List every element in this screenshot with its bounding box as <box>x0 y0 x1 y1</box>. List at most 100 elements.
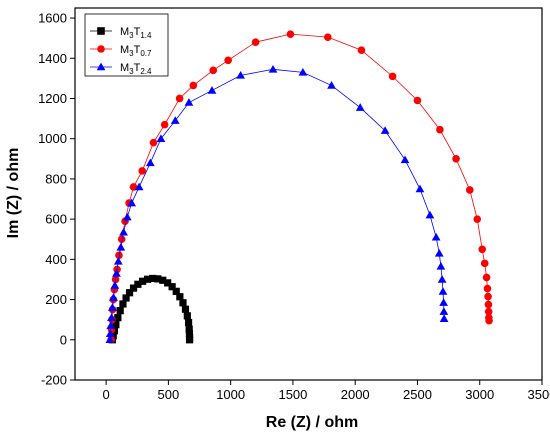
x-tick-label: 3000 <box>465 387 494 402</box>
data-point <box>164 279 172 287</box>
data-point <box>485 316 493 325</box>
data-point <box>224 56 232 65</box>
x-tick-label: 1500 <box>278 387 307 402</box>
data-point <box>106 321 116 329</box>
data-point <box>183 312 191 320</box>
data-point <box>251 38 260 46</box>
series-line <box>109 68 445 340</box>
data-point <box>388 72 397 81</box>
data-point <box>484 307 493 316</box>
data-point <box>116 307 124 315</box>
legend-label: M3T0.7 <box>120 44 152 58</box>
data-point <box>113 256 123 265</box>
x-tick-label: 2500 <box>403 387 432 402</box>
data-point <box>116 242 126 251</box>
series-triangle <box>105 64 449 344</box>
y-tick-label: 600 <box>45 212 67 227</box>
data-point <box>110 281 120 289</box>
data-point <box>478 245 487 254</box>
y-tick-label: 1200 <box>38 91 67 106</box>
legend-marker <box>97 45 105 53</box>
data-point <box>413 96 422 105</box>
data-point <box>149 274 157 283</box>
data-point <box>105 335 115 344</box>
data-point <box>425 210 435 219</box>
y-tick-label: 1400 <box>38 51 67 66</box>
data-point <box>112 269 121 277</box>
data-point <box>380 126 390 134</box>
plot-frame <box>74 7 543 381</box>
data-point <box>156 134 166 142</box>
data-point <box>431 232 441 241</box>
data-point <box>129 183 138 191</box>
data-point <box>465 186 474 194</box>
data-point <box>145 158 155 167</box>
data-point <box>175 94 184 103</box>
legend: M3T1.4 M3T0.7 M3T2.4 <box>84 13 169 77</box>
y-tick-label: 1000 <box>38 131 67 146</box>
data-point <box>122 294 130 302</box>
data-point <box>400 155 410 164</box>
data-point <box>109 293 118 301</box>
data-point <box>159 276 167 284</box>
x-axis-label: Re (Z) / ohm <box>266 414 358 431</box>
data-point <box>154 275 162 283</box>
data-point <box>134 182 144 191</box>
x-tick-label: 3500 <box>528 387 550 402</box>
data-point <box>439 298 448 306</box>
y-tick-label: 800 <box>45 171 67 186</box>
series-line <box>111 278 190 340</box>
data-point <box>119 300 127 308</box>
series-circle <box>107 30 493 344</box>
data-point <box>484 292 492 301</box>
x-tick-label: 2000 <box>341 387 370 402</box>
data-point <box>119 227 128 236</box>
data-point <box>181 305 190 313</box>
y-tick-label: 1600 <box>38 11 67 26</box>
data-point <box>483 284 492 293</box>
y-tick-label: 200 <box>45 292 67 307</box>
data-point <box>484 300 493 309</box>
x-tick-label: 1000 <box>216 387 245 402</box>
data-point <box>105 329 115 338</box>
data-point <box>185 336 194 344</box>
data-point <box>117 235 126 244</box>
data-point <box>107 313 116 321</box>
data-point <box>268 64 278 73</box>
data-point <box>415 184 425 193</box>
data-point <box>114 314 122 322</box>
data-point <box>434 248 444 257</box>
data-point <box>127 198 137 207</box>
data-point <box>125 289 134 297</box>
data-point <box>452 155 460 163</box>
data-point <box>357 46 366 55</box>
data-point <box>144 275 152 283</box>
data-point <box>115 251 123 260</box>
data-point <box>160 120 169 129</box>
legend-box <box>84 13 169 77</box>
data-point <box>480 259 489 268</box>
data-point <box>436 262 446 270</box>
data-point <box>286 30 295 38</box>
data-point <box>324 33 332 41</box>
data-point <box>189 81 198 90</box>
axes: 0 500 1000 1500 2000 2500 3000 3500 -200 0 200 400 6… <box>38 7 550 402</box>
data-point <box>439 307 449 315</box>
legend-label: M3T2.4 <box>120 62 152 76</box>
data-point <box>207 86 217 94</box>
data-point <box>327 81 336 89</box>
data-point <box>436 125 444 134</box>
data-point <box>168 283 176 291</box>
data-point <box>112 321 120 329</box>
data-point <box>149 138 158 147</box>
y-tick-label: 0 <box>60 332 67 347</box>
legend-marker <box>97 27 105 35</box>
data-point <box>185 330 194 338</box>
data-point <box>129 284 138 292</box>
data-point <box>107 303 117 311</box>
data-point <box>439 314 449 322</box>
y-tick-label: -200 <box>41 373 67 388</box>
y-axis-label: Im (Z) / ohm <box>5 148 22 239</box>
y-tick-label: 400 <box>45 252 67 267</box>
series-line <box>110 33 490 340</box>
